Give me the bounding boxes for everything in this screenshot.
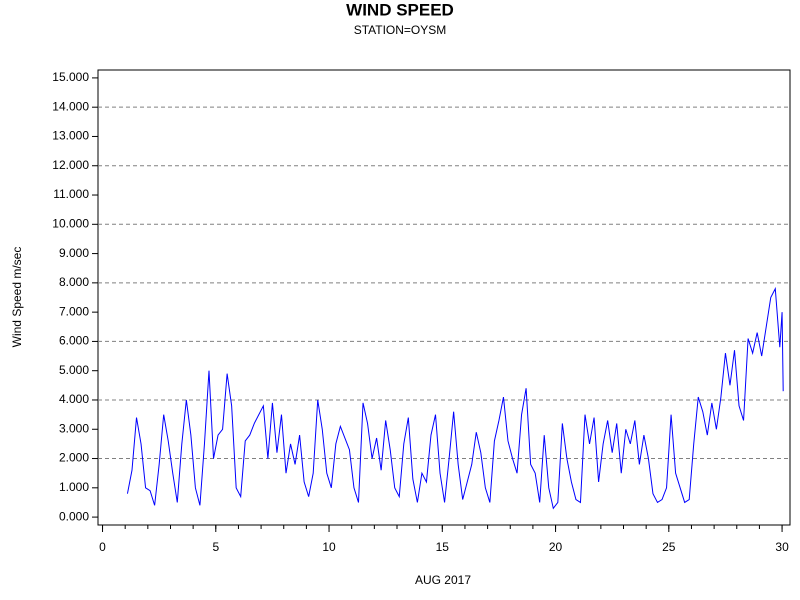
y-axis-label: Wind Speed m/sec	[10, 247, 24, 348]
chart-subtitle: STATION=OYSM	[354, 23, 447, 37]
plot-frame	[97, 69, 791, 526]
y-tick-label: 7.000	[59, 304, 89, 318]
x-tick-label: 15	[436, 540, 450, 554]
y-tick-label: 8.000	[59, 275, 89, 289]
x-tick-label: 20	[549, 540, 563, 554]
x-tick-label: 0	[99, 540, 106, 554]
y-tick-label: 15.000	[52, 70, 89, 84]
y-tick-label: 1.000	[59, 480, 89, 494]
x-tick-label: 5	[212, 540, 219, 554]
y-tick-label: 5.000	[59, 363, 89, 377]
x-tick-label: 30	[775, 540, 789, 554]
y-tick-label: 9.000	[59, 246, 89, 260]
y-tick-label: 12.000	[52, 158, 89, 172]
y-tick-label: 4.000	[59, 392, 89, 406]
y-tick-label: 2.000	[59, 451, 89, 465]
y-tick-label: 0.000	[59, 509, 89, 523]
data-line	[126, 286, 784, 510]
y-tick-label: 14.000	[52, 99, 89, 113]
x-tick-label: 25	[662, 540, 676, 554]
x-tick-label: 10	[322, 540, 336, 554]
y-tick-label: 13.000	[52, 129, 89, 143]
y-tick-label: 3.000	[59, 421, 89, 435]
chart-title: WIND SPEED	[346, 0, 454, 19]
y-tick-label: 6.000	[59, 334, 89, 348]
y-tick-label: 10.000	[52, 216, 89, 230]
x-axis-label: AUG 2017	[415, 573, 471, 587]
y-tick-label: 11.000	[53, 187, 89, 201]
